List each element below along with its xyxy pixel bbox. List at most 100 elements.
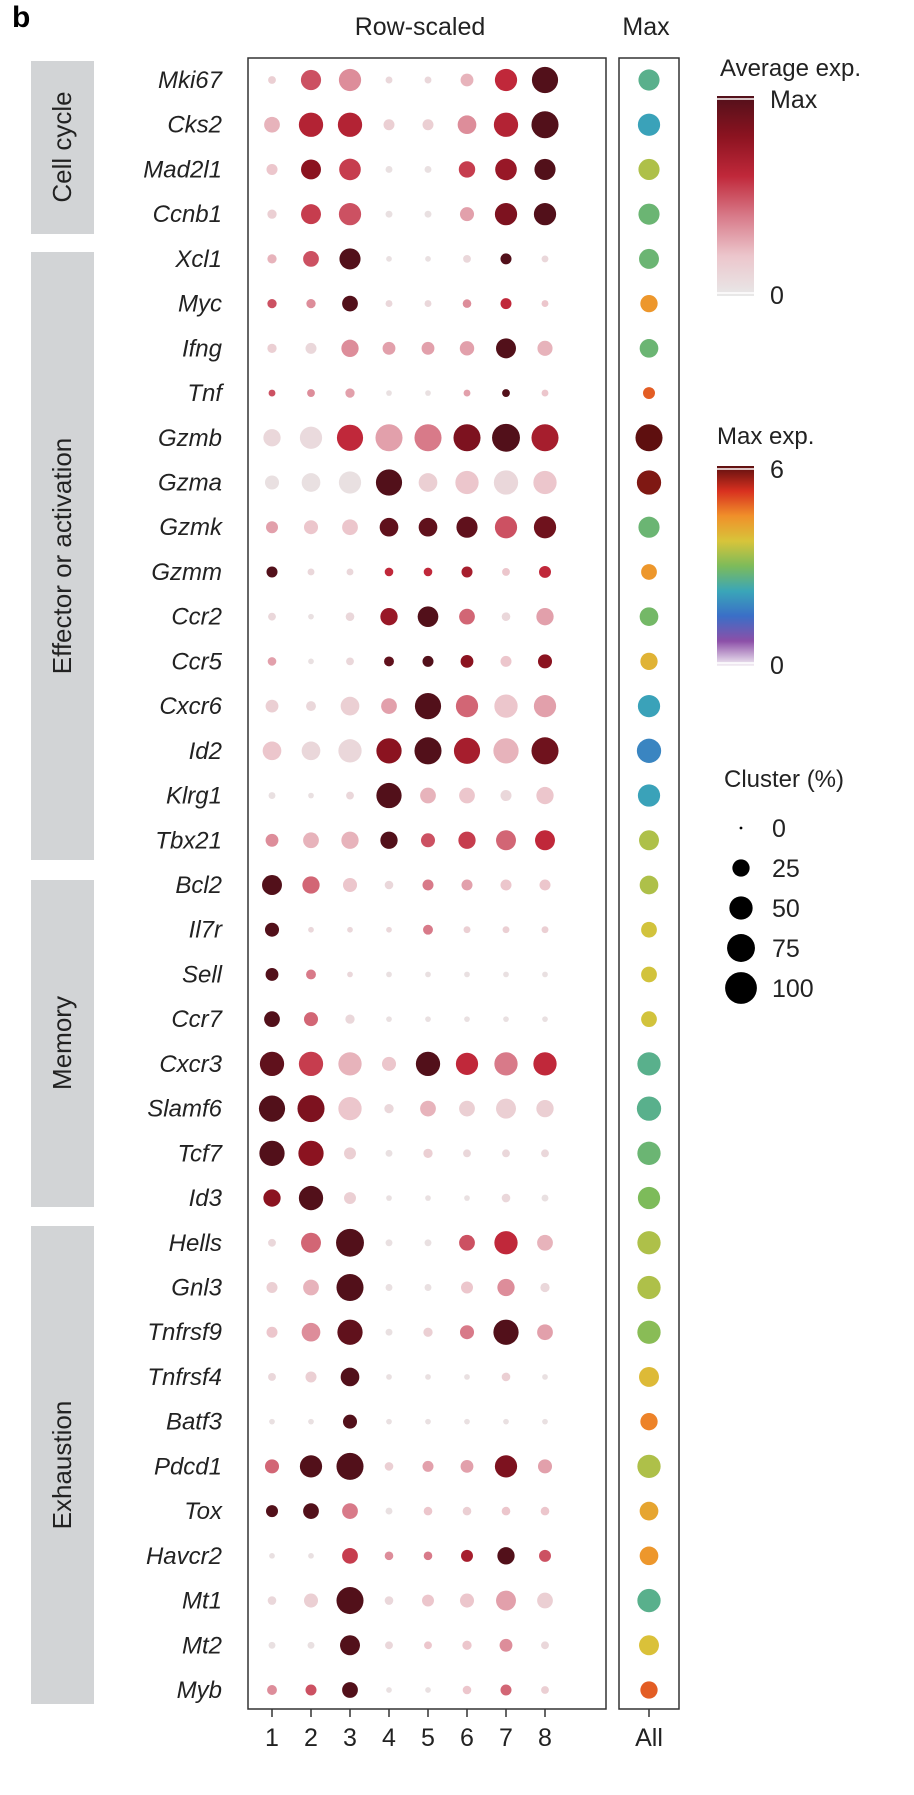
dot-gnl3-c3: [336, 1273, 364, 1302]
dot-hells-c4: [385, 1239, 393, 1247]
dot-slamf6-c3: [338, 1096, 362, 1121]
all-dot-cxcr3: [637, 1052, 661, 1076]
dot-sell-c8: [542, 971, 548, 978]
dot-myc-c1: [267, 298, 277, 309]
gene-label-tnfrsf9: Tnfrsf9: [147, 1319, 222, 1346]
dot-mt1-c1: [267, 1596, 277, 1605]
dot-id3-c1: [263, 1189, 281, 1207]
dot-tnfrsf9-c6: [459, 1325, 475, 1340]
dot-myb-c7: [500, 1684, 512, 1696]
dot-il7r-c8: [541, 926, 549, 934]
all-dot-sell: [641, 966, 657, 983]
dot-id3-c4: [386, 1195, 392, 1201]
dot-cxcr3-c4: [381, 1056, 397, 1071]
dot-tnfrsf4-c4: [386, 1374, 392, 1380]
gene-label-tnf: Tnf: [187, 380, 224, 407]
dot-gzma-c7: [493, 470, 519, 495]
dot-cxcr6-c3: [340, 696, 360, 716]
all-dot-klrg1: [637, 784, 661, 807]
dot-tox-c3: [342, 1503, 358, 1519]
all-dot-ccr7: [641, 1011, 657, 1028]
dot-cxcr6-c8: [533, 694, 557, 718]
dot-bcl2-c2: [302, 876, 320, 894]
dot-tnfrsf9-c4: [385, 1328, 393, 1336]
dot-bcl2-c6: [461, 879, 473, 891]
gene-label-gzmb: Gzmb: [158, 425, 222, 452]
dot-cks2-c1: [264, 116, 280, 133]
dot-mt1-c7: [496, 1590, 516, 1611]
dot-ccr5-c8: [537, 654, 553, 669]
main-panel-title: Row-scaled: [355, 13, 486, 41]
dot-tox-c7: [501, 1506, 511, 1516]
dot-mad2l1-c8: [534, 158, 556, 181]
dot-hells-c1: [268, 1238, 276, 1247]
dot-bcl2-c7: [500, 879, 512, 891]
x-tick-label-5: 5: [421, 1724, 435, 1752]
dot-cxcr3-c3: [338, 1052, 362, 1076]
all-dot-gnl3: [637, 1275, 661, 1300]
dot-gzmb-c6: [453, 424, 481, 452]
dot-tcf7-c5: [423, 1148, 433, 1158]
legend-size-label-100: 100: [772, 975, 814, 1003]
group-bands: Cell cycle Effector or activation Memory…: [31, 61, 94, 1704]
dot-mt2-c4: [385, 1641, 393, 1650]
dot-ifng-c4: [382, 341, 396, 355]
all-dot-mt1: [637, 1588, 661, 1613]
dot-tnfrsf9-c8: [537, 1324, 553, 1341]
dot-batf3-c7: [503, 1418, 509, 1425]
x-tick-label-2: 2: [304, 1724, 318, 1752]
gene-label-tnfrsf4: Tnfrsf4: [147, 1364, 222, 1391]
dot-ccnb1-c2: [301, 204, 321, 225]
dot-pdcd1-c1: [264, 1459, 280, 1474]
gene-label-sell: Sell: [182, 961, 223, 988]
legend-size-dot-50: [729, 896, 753, 920]
dot-ccnb1-c1: [267, 209, 277, 219]
dot-sell-c1: [265, 968, 279, 981]
all-dot-id3: [637, 1186, 661, 1210]
dot-hells-c5: [424, 1239, 432, 1247]
all-dot-ccnb1: [638, 203, 660, 225]
gene-label-myb: Myb: [177, 1677, 222, 1704]
dot-havcr2-c1: [269, 1552, 275, 1559]
all-dot-ccr2: [639, 607, 659, 627]
group-band-effector: [31, 252, 94, 860]
dot-hells-c8: [537, 1234, 553, 1251]
dot-ccr7-c7: [503, 1016, 509, 1023]
legend-size-dot-0: [739, 826, 743, 830]
gene-label-havcr2: Havcr2: [146, 1543, 222, 1570]
dot-gzmk-c8: [533, 516, 557, 539]
dot-cxcr6-c2: [306, 701, 316, 712]
dot-slamf6-c7: [496, 1098, 516, 1119]
dot-tnfrsf4-c1: [268, 1373, 276, 1381]
dot-mad2l1-c5: [424, 165, 432, 173]
dot-havcr2-c4: [384, 1551, 394, 1561]
dot-mad2l1-c7: [495, 158, 517, 181]
dot-gzmk-c3: [342, 519, 358, 536]
dot-mt1-c2: [303, 1593, 319, 1608]
gene-label-myc: Myc: [178, 291, 222, 318]
dot-myb-c6: [462, 1685, 472, 1695]
dot-gzmb-c4: [375, 424, 403, 452]
dot-mki67-c8: [531, 66, 559, 94]
dot-il7r-c4: [386, 926, 392, 933]
dot-id3-c3: [344, 1192, 356, 1205]
all-dot-cks2: [637, 113, 661, 136]
gene-label-pdcd1: Pdcd1: [154, 1453, 222, 1480]
dot-myb-c2: [305, 1684, 317, 1696]
all-dot-cxcr6: [637, 694, 661, 718]
gene-label-gzmk: Gzmk: [159, 514, 224, 541]
dot-myc-c5: [424, 300, 432, 308]
all-dot-ccr5: [640, 652, 658, 671]
legend-size-dot-25: [732, 859, 750, 877]
dot-sell-c7: [503, 971, 509, 978]
dot-gnl3-c5: [424, 1284, 432, 1291]
dot-tnfrsf4-c6: [464, 1374, 470, 1380]
legend-avg-min-label: 0: [770, 282, 784, 310]
dot-bcl2-c5: [422, 879, 434, 891]
dot-gnl3-c8: [540, 1282, 550, 1293]
dot-myc-c4: [385, 300, 393, 308]
dot-ccr7-c2: [303, 1012, 319, 1027]
legend-max-exp: Max exp. 6 0: [717, 423, 814, 680]
x-tick-label-4: 4: [382, 1724, 396, 1752]
dot-tcf7-c4: [385, 1149, 393, 1157]
